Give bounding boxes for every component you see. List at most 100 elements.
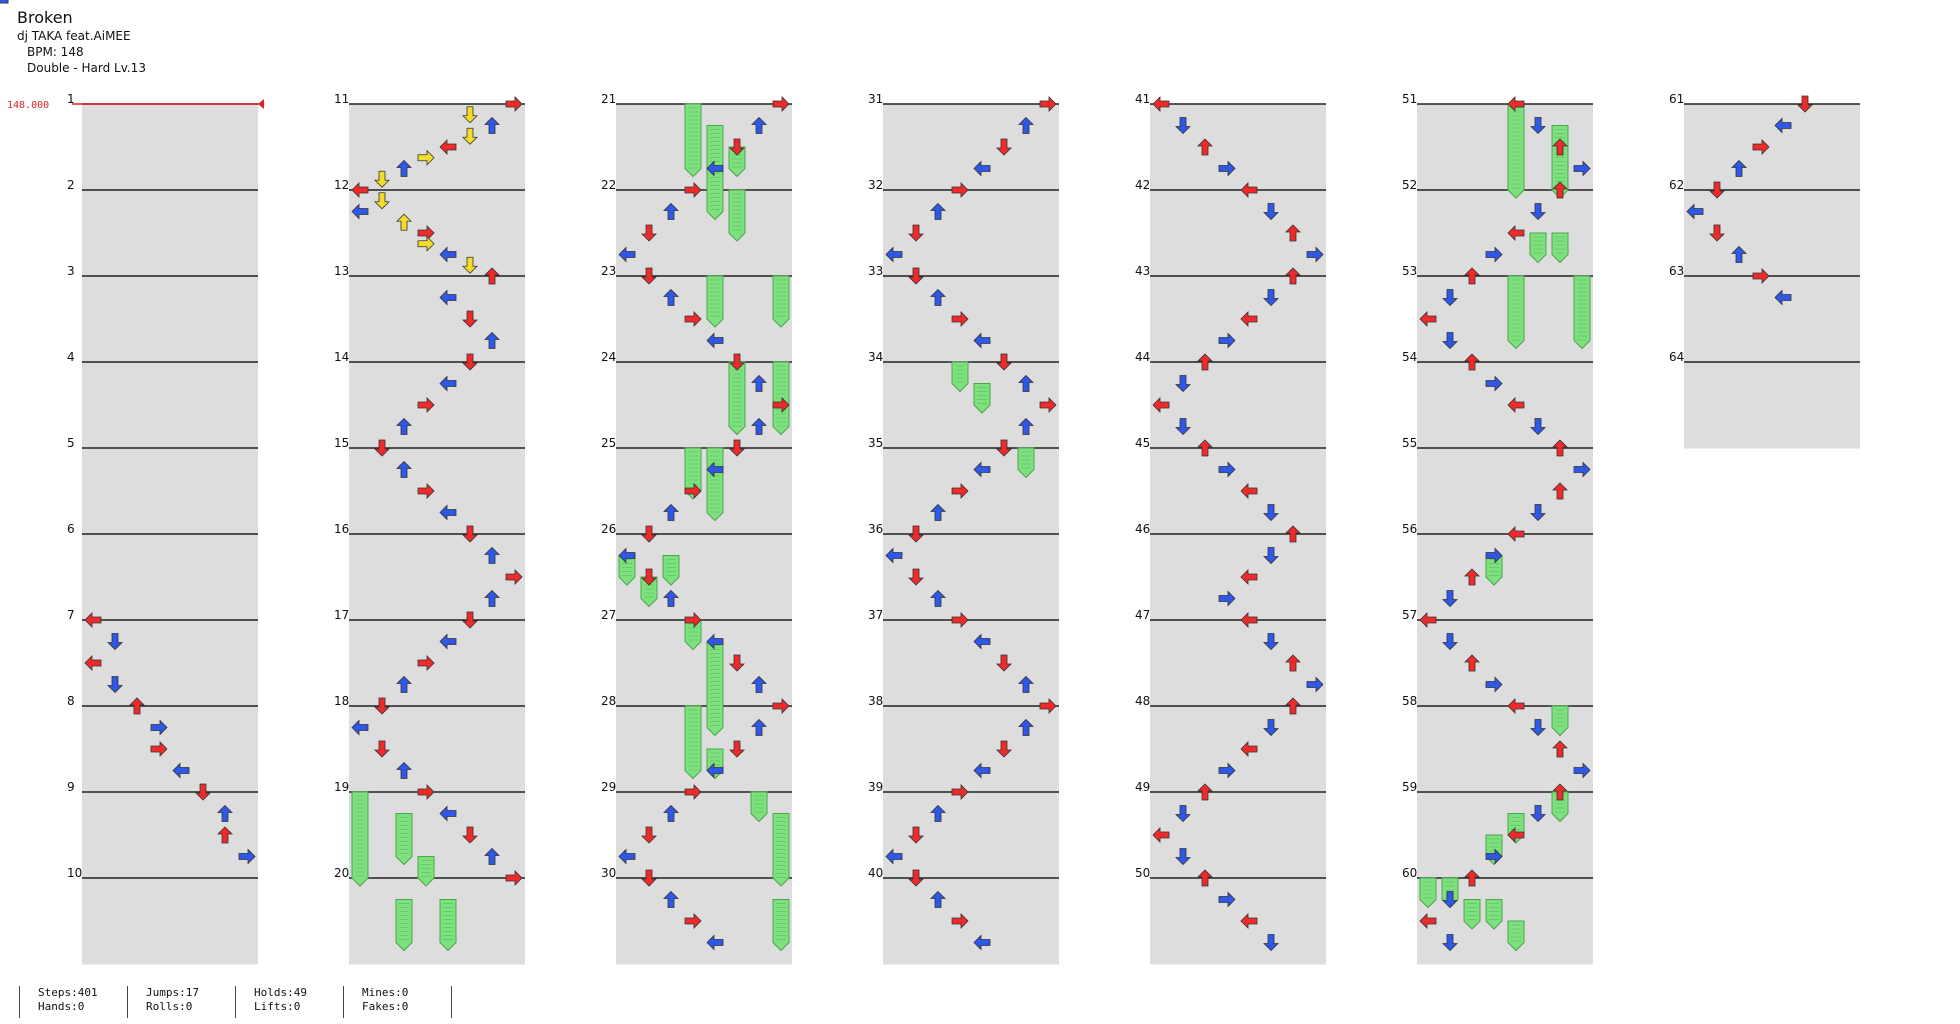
beat-band: [616, 577, 792, 599]
right-arrow-icon: [1218, 891, 1236, 908]
down-arrow-icon: [462, 106, 478, 124]
left-arrow-icon: [706, 160, 724, 177]
hold-note: [728, 189, 746, 242]
arrow-shape: [1240, 913, 1258, 929]
measure-number: 30: [601, 866, 616, 880]
arrow-shape: [908, 869, 924, 887]
measure-number: 4: [67, 350, 75, 364]
arrow-shape: [1175, 117, 1191, 135]
arrow-shape: [195, 783, 211, 801]
down-arrow-icon: [641, 568, 657, 586]
hold-body: [662, 555, 680, 586]
down-arrow-icon: [1530, 719, 1546, 737]
beat-band: [1150, 448, 1326, 470]
beat-band: [349, 663, 525, 685]
arrow-shape: [484, 331, 500, 349]
arrow-shape: [1442, 590, 1458, 608]
arrow-shape: [729, 740, 745, 758]
measure-number: 27: [601, 608, 616, 622]
beat-band: [883, 233, 1059, 255]
beat-band: [1150, 620, 1326, 642]
bpm-marker: 148.000: [7, 99, 264, 111]
right-arrow-icon: [1218, 461, 1236, 478]
arrow-shape: [908, 826, 924, 844]
difficulty-label: Double - Hard Lv.13: [27, 61, 146, 75]
arrow-shape: [417, 149, 435, 166]
hold-body: [706, 125, 724, 221]
arrow-shape: [1152, 96, 1170, 112]
beat-band: [349, 706, 525, 728]
stat-secondary: Fakes:0: [362, 1000, 409, 1013]
arrow-shape: [1263, 547, 1279, 565]
arrow-shape: [439, 633, 457, 650]
arrow-shape: [374, 697, 390, 715]
beat-band: [349, 104, 525, 126]
up-arrow-icon: [751, 116, 767, 134]
right-arrow-icon: [505, 870, 523, 886]
beat-band: [883, 770, 1059, 793]
beat-band: [1150, 125, 1326, 148]
beat-band: [82, 878, 258, 900]
measure: 24: [601, 350, 792, 449]
beat-band: [883, 706, 1059, 728]
left-arrow-icon: [1152, 397, 1170, 413]
arrow-shape: [1464, 267, 1480, 285]
left-arrow-icon: [1240, 182, 1258, 198]
measure-number: 43: [1135, 264, 1150, 278]
beat-band: [1150, 491, 1326, 513]
beat-band: [1150, 190, 1326, 212]
beat-band: [883, 448, 1059, 470]
down-arrow-icon: [996, 439, 1012, 457]
arrow-shape: [1306, 676, 1324, 693]
beat-band: [616, 125, 792, 148]
arrow-shape: [238, 848, 256, 865]
arrow-shape: [1573, 762, 1591, 779]
beat-band: [1150, 835, 1326, 857]
beat-band: [1417, 921, 1593, 943]
arrow-shape: [1152, 397, 1170, 413]
arrow-shape: [641, 224, 657, 242]
arrow-shape: [1442, 289, 1458, 307]
measure-number: 34: [868, 350, 883, 364]
arrow-shape: [751, 675, 767, 693]
beat-band: [1417, 190, 1593, 212]
left-arrow-icon: [973, 762, 991, 779]
left-arrow-icon: [1419, 913, 1437, 929]
measure: 20: [334, 866, 525, 965]
arrow-shape: [505, 870, 523, 886]
left-arrow-icon: [1240, 483, 1258, 499]
up-arrow-icon: [1285, 525, 1301, 543]
up-arrow-icon: [930, 288, 946, 306]
hold-note: [728, 361, 746, 436]
left-arrow-icon: [1152, 96, 1170, 112]
arrow-shape: [374, 192, 390, 210]
hold-notes: [351, 103, 1591, 952]
arrow-shape: [996, 138, 1012, 156]
beat-band: [1417, 233, 1593, 255]
right-arrow-icon: [505, 569, 523, 585]
measure: 50: [1135, 866, 1326, 965]
down-arrow-icon: [1442, 633, 1458, 651]
hold-note: [395, 899, 413, 952]
arrow-shape: [618, 547, 636, 564]
hold-note: [1529, 232, 1547, 264]
arrow-shape: [951, 311, 969, 327]
beat-band: [82, 921, 258, 943]
bpm-label: BPM: 148: [27, 45, 84, 59]
arrow-shape: [1285, 697, 1301, 715]
arrow-shape: [439, 504, 457, 521]
measure: 43: [1135, 264, 1326, 363]
arrow-shape: [1263, 504, 1279, 522]
arrow-shape: [751, 116, 767, 134]
measure: 64: [1669, 350, 1860, 449]
right-arrow-icon: [1039, 698, 1057, 714]
beat-band: [1417, 340, 1593, 363]
up-arrow-icon: [1552, 740, 1568, 758]
arrow-shape: [1442, 934, 1458, 952]
beat-band: [616, 340, 792, 363]
beat-band: [82, 749, 258, 771]
arrow-shape: [484, 847, 500, 865]
beat-band: [883, 813, 1059, 836]
hold-body: [1463, 899, 1481, 930]
down-arrow-icon: [1442, 934, 1458, 952]
